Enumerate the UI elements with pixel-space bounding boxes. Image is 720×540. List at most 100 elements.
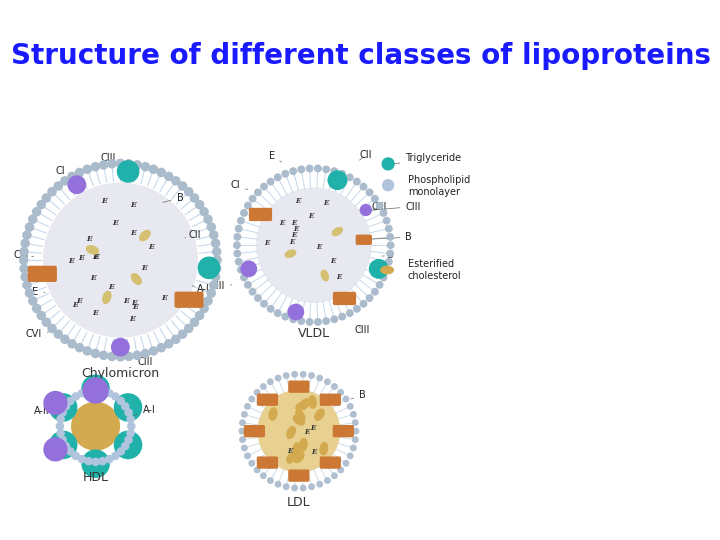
Circle shape (114, 431, 142, 458)
Circle shape (351, 445, 356, 451)
Circle shape (179, 182, 186, 190)
Circle shape (380, 274, 387, 281)
Circle shape (68, 172, 76, 180)
Circle shape (29, 215, 37, 223)
Circle shape (149, 347, 158, 355)
Circle shape (127, 416, 134, 423)
Text: E: E (142, 264, 148, 272)
Circle shape (117, 353, 125, 361)
Circle shape (323, 166, 330, 173)
Circle shape (54, 182, 63, 190)
Circle shape (44, 438, 67, 461)
Text: E: E (293, 225, 299, 233)
Text: E: E (32, 287, 45, 298)
Circle shape (196, 200, 204, 208)
Circle shape (267, 306, 274, 312)
Circle shape (254, 390, 260, 395)
FancyBboxPatch shape (28, 266, 56, 281)
Ellipse shape (333, 228, 342, 235)
Text: E: E (264, 239, 270, 247)
Circle shape (353, 437, 358, 442)
Circle shape (133, 161, 141, 169)
Circle shape (99, 351, 108, 359)
Text: HDL: HDL (83, 471, 109, 484)
Text: E: E (90, 274, 96, 281)
Text: VLDL: VLDL (297, 327, 330, 340)
Circle shape (141, 163, 150, 171)
Ellipse shape (293, 415, 305, 425)
Text: B: B (351, 390, 366, 400)
Circle shape (387, 251, 393, 256)
Circle shape (210, 281, 218, 289)
Circle shape (85, 457, 92, 465)
Circle shape (106, 390, 113, 397)
Circle shape (42, 318, 50, 326)
Circle shape (240, 210, 247, 216)
Circle shape (32, 208, 41, 216)
Circle shape (37, 200, 45, 208)
Circle shape (82, 375, 109, 402)
Ellipse shape (321, 270, 328, 281)
Circle shape (317, 375, 323, 381)
Text: CI: CI (55, 166, 76, 176)
Circle shape (309, 484, 315, 489)
Circle shape (76, 168, 84, 177)
Circle shape (353, 428, 359, 434)
Circle shape (108, 352, 116, 361)
Circle shape (240, 420, 246, 426)
Text: CVI: CVI (25, 329, 48, 340)
Circle shape (377, 202, 383, 209)
Circle shape (117, 448, 125, 455)
Circle shape (354, 178, 360, 185)
Circle shape (257, 188, 371, 302)
Text: E: E (310, 424, 315, 432)
Circle shape (377, 281, 383, 288)
FancyBboxPatch shape (356, 235, 372, 244)
Circle shape (298, 166, 305, 173)
Circle shape (82, 450, 109, 477)
Circle shape (59, 409, 66, 416)
Circle shape (20, 265, 28, 273)
Circle shape (275, 482, 281, 487)
Ellipse shape (287, 452, 297, 463)
Circle shape (351, 411, 356, 417)
Circle shape (61, 177, 69, 185)
Text: E: E (130, 229, 137, 237)
Text: CIII: CIII (372, 201, 387, 212)
Circle shape (245, 453, 251, 458)
Circle shape (245, 281, 251, 288)
Circle shape (25, 289, 34, 297)
Circle shape (125, 436, 132, 443)
Circle shape (328, 171, 346, 190)
Text: E: E (292, 219, 297, 227)
Circle shape (165, 340, 173, 348)
Circle shape (274, 174, 281, 180)
Circle shape (249, 288, 256, 295)
Circle shape (76, 343, 84, 352)
Circle shape (254, 467, 260, 472)
Circle shape (267, 178, 274, 185)
Circle shape (48, 325, 56, 333)
Circle shape (366, 295, 373, 301)
Circle shape (372, 288, 378, 295)
Circle shape (190, 194, 199, 202)
Text: E: E (289, 238, 294, 246)
FancyBboxPatch shape (320, 394, 341, 405)
Circle shape (261, 384, 266, 389)
Circle shape (275, 375, 281, 381)
Ellipse shape (285, 250, 296, 257)
Text: Structure of different classes of lipoproteins: Structure of different classes of lipopr… (12, 42, 711, 70)
Text: CIII: CIII (14, 250, 34, 260)
Ellipse shape (300, 438, 307, 451)
Circle shape (290, 168, 297, 174)
Circle shape (282, 313, 289, 320)
Circle shape (59, 436, 66, 443)
Ellipse shape (294, 452, 304, 462)
Circle shape (117, 159, 125, 167)
Circle shape (325, 379, 330, 384)
Circle shape (20, 248, 28, 256)
Circle shape (348, 453, 353, 458)
Circle shape (196, 312, 204, 320)
Circle shape (67, 448, 74, 455)
Circle shape (234, 242, 240, 248)
